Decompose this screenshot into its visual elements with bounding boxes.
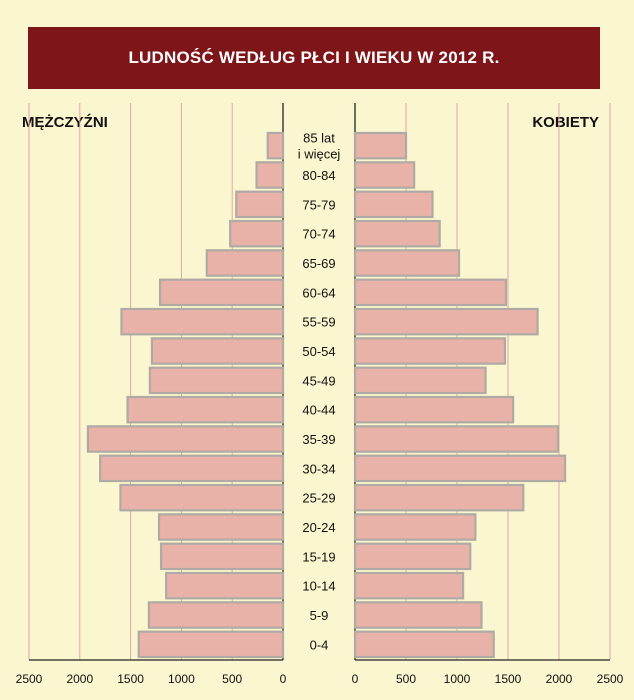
female-bar: [353, 131, 408, 160]
male-bar: [147, 601, 285, 629]
male-bar: [126, 395, 285, 424]
age-group-label: 80-84: [302, 168, 335, 183]
female-bar: [353, 601, 483, 629]
age-group-label: 60-64: [302, 285, 335, 300]
female-bar: [353, 190, 434, 219]
male-bar: [229, 219, 285, 248]
x-tick-label: 0: [352, 672, 359, 686]
age-group-label: 25-29: [302, 491, 335, 506]
male-bar: [157, 513, 285, 541]
age-group-label: 15-19: [302, 549, 335, 564]
female-bar: [353, 513, 477, 541]
age-group-label: 0-4: [310, 637, 329, 652]
x-tick-label: 2500: [16, 672, 43, 686]
age-group-label: 55-59: [302, 315, 335, 330]
male-bar: [148, 366, 285, 395]
x-tick-label: 1000: [444, 672, 471, 686]
male-side-label: MĘŻCZYŹNI: [22, 114, 108, 131]
male-bar: [235, 190, 285, 219]
male-bar: [86, 425, 285, 453]
chart-title: LUDNOŚĆ WEDŁUG PŁCI I WIEKU W 2012 R.: [28, 27, 600, 89]
x-tick-label: 1500: [495, 672, 522, 686]
age-group-label: 35-39: [302, 432, 335, 447]
age-group-label: 10-14: [302, 579, 335, 594]
male-bar: [158, 278, 285, 307]
female-bar: [353, 395, 515, 424]
male-bar: [255, 161, 285, 189]
x-tick-label: 2000: [546, 672, 573, 686]
male-bar: [150, 337, 285, 365]
age-group-label: 65-69: [302, 256, 335, 271]
female-bar: [353, 454, 567, 483]
female-bar: [353, 425, 560, 453]
female-bar: [353, 219, 441, 248]
x-tick-label: 1000: [168, 672, 195, 686]
female-side-label: KOBIETY: [532, 114, 599, 131]
female-bar: [353, 630, 495, 659]
age-group-label: 50-54: [302, 344, 335, 359]
female-bar: [353, 366, 487, 395]
age-group-label: 5-9: [310, 608, 329, 623]
female-bar: [353, 161, 416, 189]
female-bar: [353, 307, 539, 336]
age-group-label: 30-34: [302, 461, 335, 476]
male-bar: [137, 630, 285, 659]
x-tick-label: 500: [396, 672, 416, 686]
x-tick-label: 500: [222, 672, 242, 686]
age-group-label: 75-79: [302, 197, 335, 212]
female-bar: [353, 571, 465, 600]
female-bar: [353, 483, 525, 512]
male-bar: [266, 131, 285, 160]
female-bar: [353, 337, 507, 365]
female-bar: [353, 249, 461, 277]
x-tick-label: 0: [280, 672, 287, 686]
female-bar: [353, 278, 508, 307]
x-tick-label: 2000: [66, 672, 93, 686]
x-tick-label: 2500: [597, 672, 624, 686]
male-bar: [165, 571, 285, 600]
male-bar: [99, 454, 285, 483]
male-bar: [159, 542, 285, 571]
x-tick-label: 1500: [117, 672, 144, 686]
male-bar: [120, 307, 285, 336]
male-bar: [119, 483, 285, 512]
age-group-label: 85 lat i więcej: [298, 131, 341, 162]
age-group-label: 45-49: [302, 373, 335, 388]
age-group-label: 20-24: [302, 520, 335, 535]
age-group-label: 40-44: [302, 403, 335, 418]
age-group-label: 70-74: [302, 227, 335, 242]
male-bar: [205, 249, 285, 277]
female-bar: [353, 542, 472, 571]
